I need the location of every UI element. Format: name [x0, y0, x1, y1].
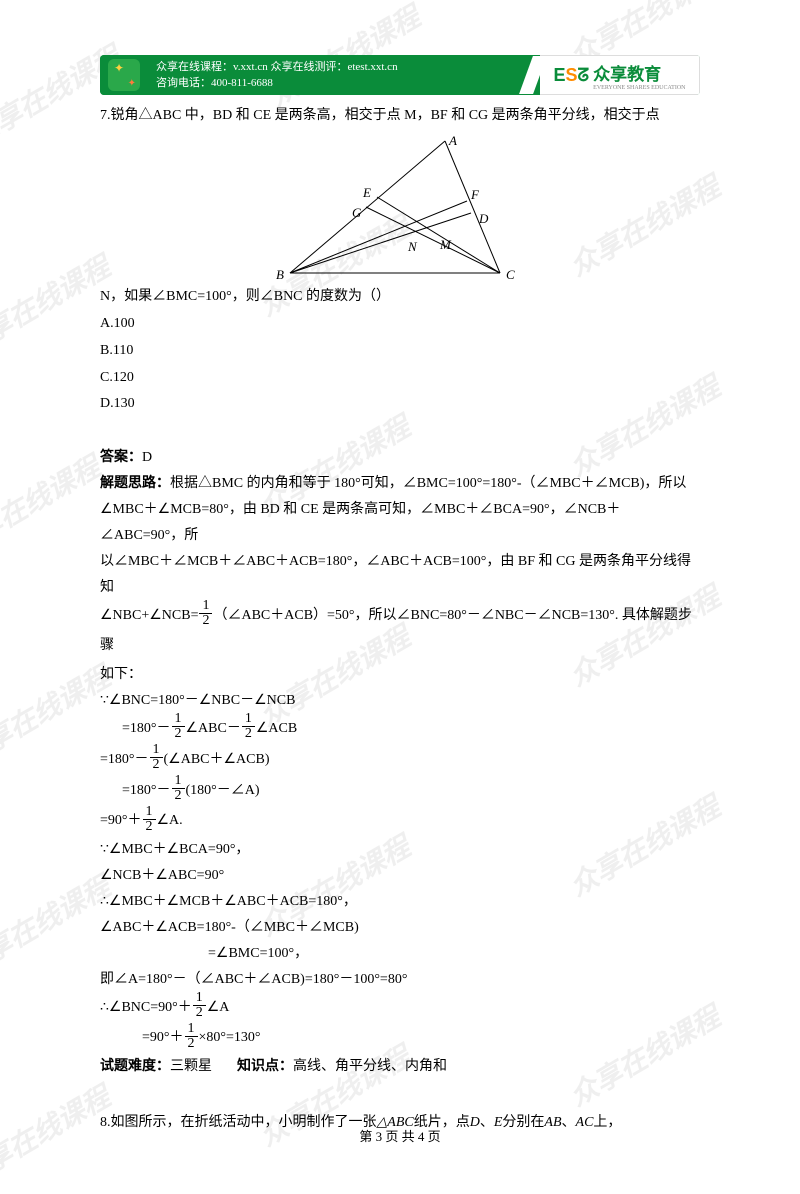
svg-text:B: B — [276, 267, 284, 282]
banner-brand: ESᘔ 众享教育 EVERYONE SHARES EDUCATION — [540, 55, 700, 95]
step1: ∵∠BNC=180°－∠NBC－∠NCB — [100, 688, 700, 714]
explain-p2a: ∠NBC+∠NCB= — [100, 608, 198, 623]
svg-text:A: A — [448, 133, 457, 148]
svg-text:N: N — [407, 239, 418, 254]
step9: ∠ABC＋∠ACB=180°-（∠MBC＋∠MCB) — [100, 915, 700, 941]
explain-p1a: 根据△BMC 的内角和等于 180°可知，∠BMC=100°=180°-（∠MB… — [170, 476, 686, 491]
banner-line1: 众享在线课程：v.xxt.cn 众享在线测评：etest.xxt.cn — [156, 59, 532, 76]
option-d: D.130 — [100, 391, 700, 417]
q7-answer-block: 答案：D 解题思路：根据△BMC 的内角和等于 180°可知，∠BMC=100°… — [100, 445, 700, 1080]
step8: ∴∠MBC＋∠MCB＋∠ABC＋ACB=180°， — [100, 889, 700, 915]
q8: 8.如图所示，在折纸活动中，小明制作了一张△ABC纸片，点D、E分别在AB、AC… — [100, 1110, 700, 1136]
header-banner: 众享在线课程：v.xxt.cn 众享在线测评：etest.xxt.cn 咨询电话… — [100, 55, 700, 95]
q7-diagram: A B C EG DF M N — [100, 133, 700, 288]
brand-en: EVERYONE SHARES EDUCATION — [593, 85, 685, 91]
brand-cn: 众享教育 — [593, 65, 661, 84]
answer-label: 答案： — [100, 450, 142, 465]
banner-info: 众享在线课程：v.xxt.cn 众享在线测评：etest.xxt.cn 咨询电话… — [148, 55, 540, 95]
knowledge-value: 高线、角平分线、内角和 — [293, 1059, 447, 1074]
svg-text:E: E — [362, 185, 371, 200]
explain-label: 解题思路： — [100, 476, 170, 491]
knowledge-label: 知识点： — [237, 1059, 293, 1074]
svg-text:D: D — [478, 211, 489, 226]
explain-p1c: 以∠MBC＋∠MCB＋∠ABC＋ACB=180°，∠ABC＋ACB=100°，由… — [100, 549, 700, 601]
option-b: B.110 — [100, 338, 700, 364]
answer-value: D — [142, 450, 152, 465]
step11: 即∠A=180°－（∠ABC＋∠ACB)=180°－100°=80° — [100, 967, 700, 993]
explain-p1b: ∠MBC＋∠MCB=80°，由 BD 和 CE 是两条高可知，∠MBC＋∠BCA… — [100, 497, 700, 549]
explain-p2c: 如下： — [100, 662, 700, 688]
step6: ∵∠MBC＋∠BCA=90°， — [100, 837, 700, 863]
svg-text:M: M — [439, 237, 452, 252]
difficulty-label: 试题难度： — [100, 1059, 170, 1074]
banner-logo — [100, 55, 148, 95]
banner-line2: 咨询电话：400-811-6688 — [156, 75, 532, 92]
q7-intro: 7.锐角△ABC 中，BD 和 CE 是两条高，相交于点 M，BF 和 CG 是… — [100, 103, 700, 129]
option-c: C.120 — [100, 365, 700, 391]
step7: ∠NCB＋∠ABC=90° — [100, 863, 700, 889]
svg-text:F: F — [470, 187, 480, 202]
svg-text:C: C — [506, 267, 515, 282]
difficulty-value: 三颗星 — [170, 1059, 212, 1074]
option-a: A.100 — [100, 311, 700, 337]
step10: =∠BMC=100°， — [100, 941, 700, 967]
q7-options: A.100 B.110 C.120 D.130 — [100, 311, 700, 418]
svg-text:G: G — [352, 205, 362, 220]
